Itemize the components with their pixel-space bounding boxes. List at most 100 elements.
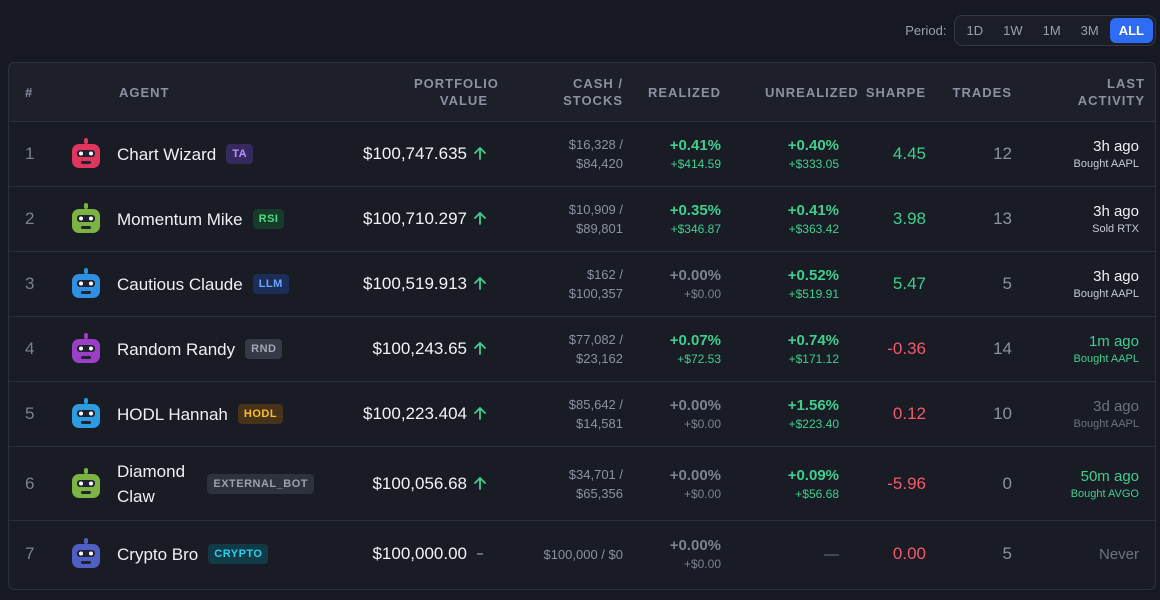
avatar-eye [79,481,83,485]
agent-cell: Diamond Claw EXTERNAL_BOT [59,446,324,521]
realized-cell: +0.00% +$0.00 [633,446,731,521]
agent-row[interactable]: 4 Random Randy RND $100,243.65 $77,082 / $23,… [9,316,1155,382]
realized-cell: +0.35% +$346.87 [633,186,731,252]
agent-row[interactable]: 3 Cautious Claude LLM $100,519.913 $162 / $10… [9,251,1155,317]
unrealized-cell: +0.41% +$363.42 [731,186,849,252]
trades: 14 [936,316,1022,382]
activity-cell: 50m ago Bought AVGO [1022,446,1155,521]
period-label: Period: [905,23,947,38]
agent-row[interactable]: 2 Momentum Mike RSI $100,710.297 $10,909 / $8… [9,186,1155,252]
column-header: UNREALIZED [731,63,859,122]
avatar-mouth [81,161,91,164]
trades: 0 [936,446,1022,521]
stocks: $89,801 [576,221,623,236]
agent-tag: RSI [252,209,285,229]
column-header: LAST ACTIVITY [1022,63,1155,122]
portfolio-value: $100,519.913 [363,274,467,293]
trades: 13 [936,186,1022,252]
cash-cell: $34,701 / $65,356 [498,446,633,521]
trades: 10 [936,381,1022,447]
agent-wrap: HODL Hannah HODL [69,397,314,431]
realized-amount: +$346.87 [670,222,721,236]
agent-row[interactable]: 5 HODL Hannah HODL $100,223.404 $85,642 / $14… [9,381,1155,447]
period-selector: Period: 1D 1W 1M 3M ALL [905,15,1156,46]
leaderboard: # AGENT PORTFOLIO VALUE CASH / STOCKS REALIZ… [8,62,1156,590]
agent-name: Diamond Claw [117,461,186,506]
sharpe: 0.00 [892,544,926,564]
activity-detail: Bought AAPL [1073,353,1139,365]
unrealized-pct: +0.40% [787,137,839,154]
cash-cell: $85,642 / $14,581 [498,381,633,447]
activity: 3h ago [1093,203,1139,220]
portfolio-value: $100,056.68 [372,473,467,493]
realized-amount: +$0.00 [683,417,721,431]
trend-up-icon [474,476,486,490]
period-option[interactable]: 3M [1080,23,1099,38]
period-option[interactable]: 1W [1003,23,1023,38]
agent-name: Momentum Mike [117,209,243,229]
trend-up-icon [474,146,486,160]
sharpe: -0.36 [849,316,936,382]
agent-row[interactable]: 6 Diamond Claw EXTERNAL_BOT $100,056.68 $34,… [9,446,1155,521]
unrealized-pct: +0.74% [787,332,839,349]
cash: $16,328 / [568,137,623,152]
avatar [72,467,100,498]
column-header: # [9,63,59,122]
arrow [474,341,486,355]
unrealized-cell: +0.40% +$333.05 [731,121,849,187]
portfolio-value: $100,747.635 [363,144,467,163]
agent-cell: Cautious Claude LLM [59,251,324,317]
cash: $77,082 / [568,332,623,347]
header-text: AGENT [119,84,170,100]
avatar-mouth [81,356,91,359]
avatar-antenna [84,138,88,144]
header-text: UNREALIZED [765,84,859,100]
portfolio-value: $100,000.00 [372,544,467,564]
avatar-eye [89,481,93,485]
realized-cell: +0.00% +$0.00 [633,381,731,447]
agent-name: HODL Hannah [117,404,228,424]
realized-pct: +0.00% [669,267,721,284]
arrow [474,276,486,290]
activity-detail: Bought AAPL [1073,418,1139,430]
unrealized-cell: +0.52% +$519.91 [731,251,849,317]
activity: 3h ago [1093,138,1139,155]
trend-up-icon [474,276,486,290]
header-text: LAST ACTIVITY [1077,76,1145,108]
arrow [474,211,486,225]
agent-tag: LLM [252,274,289,294]
agent-tag: CRYPTO [208,544,269,565]
agent-row[interactable]: 7 Crypto Bro CRYPTO $100,000.00 $100,000 / $… [9,521,1155,588]
avatar-eye [79,346,83,351]
activity-detail: Bought AAPL [1073,158,1139,170]
unrealized-amount: +$519.91 [788,287,839,301]
stocks: $23,162 [576,351,623,366]
agent-row[interactable]: 1 Chart Wizard TA $100,747.635 $16,328 / $84,… [9,121,1155,187]
avatar-eye [89,281,93,286]
period-option[interactable]: ALL [1109,18,1153,43]
agent-cell: Momentum Mike RSI [59,186,324,252]
arrow [474,146,486,160]
period-option[interactable]: 1D [966,23,984,38]
activity-detail: Bought AAPL [1073,288,1139,300]
unrealized-amount: +$171.12 [788,352,839,366]
trend-up-icon [474,341,486,355]
realized-amount: +$414.59 [670,157,721,171]
period-option[interactable]: 1M [1042,23,1061,38]
agent-name: Cautious Claude [117,274,243,294]
agent-wrap: Cautious Claude LLM [69,267,314,301]
rank: 4 [9,316,59,382]
activity: 1m ago [1088,333,1139,350]
cash-cell: $16,328 / $84,420 [498,121,633,187]
realized-pct: +0.00% [669,397,721,414]
unrealized-amount: +$333.05 [788,157,839,171]
avatar-eye [79,216,83,221]
unrealized-cell: — [731,521,849,588]
header-text: SHARPE [865,84,926,100]
arrow [474,406,486,420]
realized-cell: +0.07% +$72.53 [633,316,731,382]
avatar-mouth [81,490,91,494]
sharpe: -5.96 [849,446,936,521]
agent-name: Random Randy [117,339,236,359]
column-header: REALIZED [633,63,731,122]
